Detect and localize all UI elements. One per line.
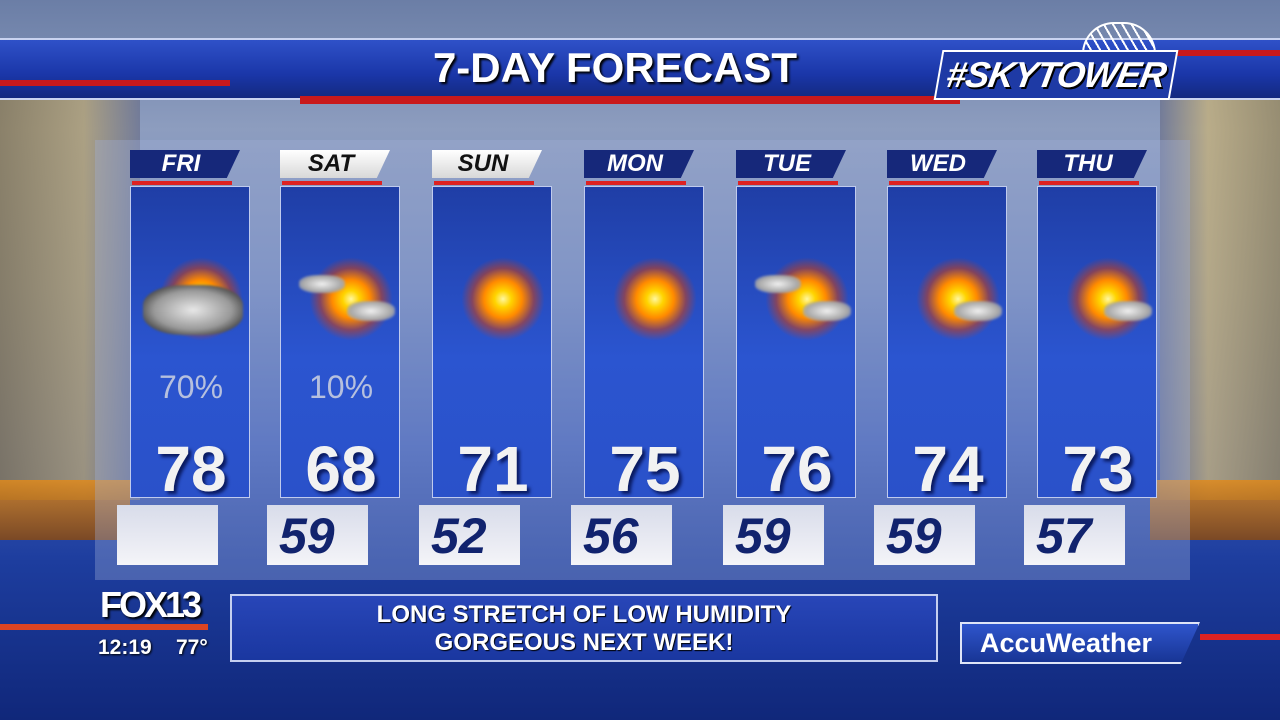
cloud-icon	[954, 301, 1002, 321]
tab-accent-line	[586, 181, 686, 185]
day-card-body: 10% 68	[280, 186, 400, 505]
page-title: 7-DAY FORECAST	[432, 44, 798, 91]
day-card-body: 74	[887, 186, 1007, 505]
low-temp: 59	[267, 505, 368, 565]
low-temp: 52	[419, 505, 520, 565]
high-temp: 68	[305, 433, 377, 505]
cloud-icon	[143, 285, 243, 335]
day-card-tue: TUE 76	[736, 150, 858, 505]
sun-icon	[613, 257, 697, 341]
day-tab: TUE	[736, 150, 846, 178]
day-tab: SUN	[432, 150, 542, 178]
day-card-sat: SAT 10% 68	[280, 150, 402, 505]
high-temp: 75	[609, 433, 681, 505]
day-card-fri: FRI 70% 78	[130, 150, 252, 505]
day-card-body: 75	[584, 186, 704, 505]
skytower-logo: #SKYTOWER	[933, 50, 1179, 100]
day-tab: MON	[584, 150, 694, 178]
station-accent-stripe	[0, 624, 208, 630]
ticker-line-2: GORGEOUS NEXT WEEK!	[434, 629, 734, 656]
high-temp: 71	[457, 433, 529, 505]
day-tab: FRI	[130, 150, 240, 178]
low-temp: 59	[723, 505, 824, 565]
mostly-sunny-icon	[747, 257, 851, 347]
day-card-mon: MON 75	[584, 150, 706, 505]
day-card-thu: THU 73	[1037, 150, 1159, 505]
day-card-body: 71	[432, 186, 552, 505]
fox13-logo: FOX13	[100, 584, 202, 625]
mostly-sunny-icon	[291, 257, 395, 347]
accuweather-logo: AccuWeather	[960, 622, 1200, 664]
studio-backdrop-right	[1160, 80, 1280, 500]
low-temp: 59	[874, 505, 975, 565]
clock-time: 12:19	[98, 636, 152, 659]
tab-accent-line	[434, 181, 534, 185]
precip-chance: 10%	[308, 369, 374, 405]
studio-floor-right	[1150, 480, 1280, 540]
high-temp: 74	[912, 433, 984, 505]
high-temp: 76	[761, 433, 833, 505]
low-temp: 56	[571, 505, 672, 565]
day-card-body: 76	[736, 186, 856, 505]
tab-accent-line	[132, 181, 232, 185]
current-temperature: 77°	[176, 636, 208, 659]
low-temp: 57	[1024, 505, 1125, 565]
sun-icon	[916, 257, 1000, 341]
title-accent-stripe-left	[0, 80, 230, 86]
day-card-wed: WED 74	[887, 150, 1009, 505]
tab-accent-line	[889, 181, 989, 185]
day-card-body: 70% 78	[130, 186, 250, 505]
sun-icon	[1066, 257, 1150, 341]
precip-chance: 70%	[158, 369, 224, 405]
sponsor-accent-stripe	[1200, 634, 1280, 640]
sunny-icon	[595, 257, 697, 347]
mostly-sunny-icon	[898, 257, 1002, 347]
cloud-icon	[1104, 301, 1152, 321]
ticker-line-1: LONG STRETCH OF LOW HUMIDITY	[376, 601, 792, 628]
cloud-icon	[299, 275, 345, 293]
day-tab: THU	[1037, 150, 1147, 178]
cloud-icon	[347, 301, 395, 321]
ticker-banner: LONG STRETCH OF LOW HUMIDITY GORGEOUS NE…	[230, 594, 938, 662]
low-temp	[117, 505, 218, 565]
tab-accent-line	[738, 181, 838, 185]
title-accent-stripe-right	[1170, 50, 1280, 56]
mostly-sunny-icon	[1048, 257, 1152, 347]
sunny-icon	[443, 257, 545, 347]
day-tab: WED	[887, 150, 997, 178]
sun-icon	[309, 257, 393, 341]
sun-icon	[461, 257, 545, 341]
sun-icon	[765, 257, 849, 341]
partly-cloudy-icon	[141, 257, 243, 347]
title-accent-stripe	[300, 96, 960, 104]
day-tab: SAT	[280, 150, 390, 178]
studio-floor-left	[0, 480, 130, 540]
cloud-icon	[755, 275, 801, 293]
tab-accent-line	[1039, 181, 1139, 185]
day-card-sun: SUN 71	[432, 150, 554, 505]
day-card-body: 73	[1037, 186, 1157, 505]
high-temp: 73	[1062, 433, 1134, 505]
studio-backdrop-left	[0, 80, 140, 500]
high-temp: 78	[155, 433, 227, 505]
tab-accent-line	[282, 181, 382, 185]
cloud-icon	[803, 301, 851, 321]
